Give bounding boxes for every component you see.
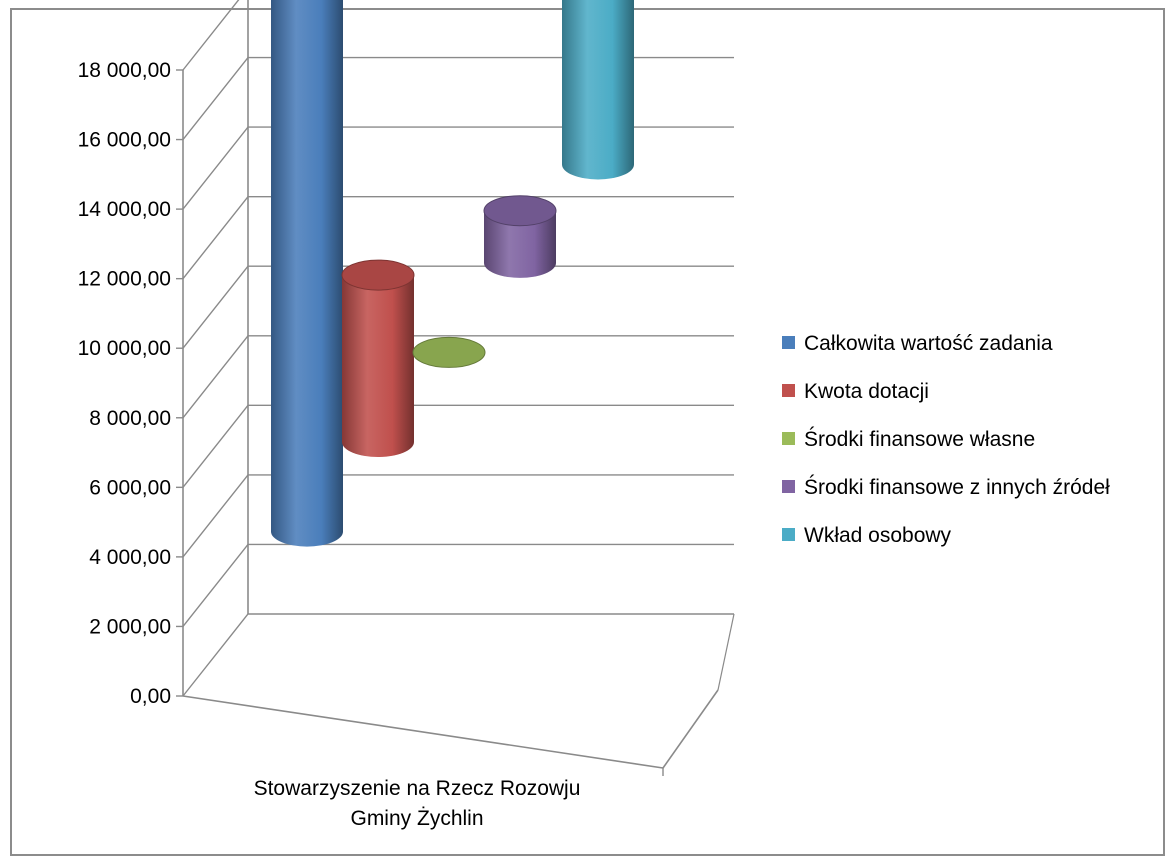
legend-label: Całkowita wartość zadania: [804, 332, 1053, 355]
bar-4: [483, 195, 557, 278]
legend-item: Środki finansowe z innych źródeł: [782, 475, 1110, 499]
category-axis: Stowarzyszenie na Rzecz Rozowju Gminy Życ…: [254, 777, 581, 830]
legend-label: Wkład osobowy: [804, 524, 952, 547]
y-tick-label: 14 000,00: [78, 198, 171, 221]
category-label: Gminy Żychlin: [350, 807, 483, 830]
y-tick-label: 10 000,00: [78, 337, 171, 360]
cylinder-top: [483, 195, 557, 227]
legend-swatch: [782, 480, 795, 493]
cylinder-top: [412, 336, 486, 368]
legend-item: Wkład osobowy: [782, 524, 952, 547]
floor-right-edge: [662, 689, 719, 769]
legend-swatch: [782, 384, 795, 397]
cylinder-body: [342, 275, 414, 457]
y-tick-label: 16 000,00: [78, 129, 171, 152]
y-tick-label: 8 000,00: [89, 407, 171, 430]
gridline: [182, 404, 734, 488]
bars: [271, 0, 634, 547]
bar-3: [412, 336, 486, 368]
cylinder-body: [271, 0, 343, 547]
y-axis-ticks: 0,00 2 000,00 4 000,00 6 000,00 8 000,00 10 0…: [78, 59, 171, 708]
legend-label: Kwota dotacji: [804, 380, 929, 403]
legend-item: Kwota dotacji: [782, 380, 929, 403]
cylinder-body: [562, 0, 634, 180]
legend: Całkowita wartość zadania Kwota dotacji Śr…: [782, 332, 1110, 547]
bar-2: [341, 259, 415, 457]
y-tick-label: 2 000,00: [89, 615, 171, 638]
y-tick-label: 18 000,00: [78, 59, 171, 82]
legend-swatch: [782, 432, 795, 445]
gridline: [182, 0, 240, 71]
legend-label: Środki finansowe własne: [804, 427, 1035, 451]
y-tick-label: 12 000,00: [78, 268, 171, 291]
y-tick-label: 4 000,00: [89, 546, 171, 569]
category-label: Stowarzyszenie na Rzecz Rozowju: [254, 777, 581, 800]
y-tick-label: 0,00: [130, 685, 171, 708]
floor-back-edge: [717, 613, 735, 691]
legend-item: Całkowita wartość zadania: [782, 332, 1053, 355]
gridline: [182, 335, 734, 419]
gridline: [182, 265, 734, 349]
gridline: [182, 543, 734, 627]
gridline: [182, 474, 734, 558]
legend-item: Środki finansowe własne: [782, 427, 1035, 451]
cylinder-body: [484, 210, 556, 278]
y-tick-label: 6 000,00: [89, 476, 171, 499]
legend-label: Środki finansowe z innych źródeł: [804, 475, 1110, 499]
legend-swatch: [782, 336, 795, 349]
floor-front-edge: [182, 695, 664, 769]
legend-swatch: [782, 528, 795, 541]
cylinder-top: [341, 259, 415, 291]
bar-1: [271, 0, 343, 547]
bar-5: [562, 0, 634, 180]
gridline: [182, 195, 734, 280]
gridline: [182, 613, 734, 697]
gridlines: [176, 0, 735, 776]
